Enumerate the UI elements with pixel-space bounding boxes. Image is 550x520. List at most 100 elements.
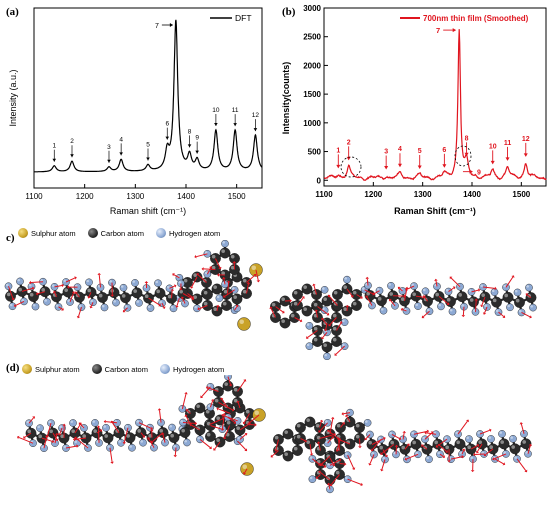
dft-spectrum-line <box>34 19 263 173</box>
vibration-arrow <box>422 445 428 450</box>
atom-highlight <box>233 387 238 392</box>
vibration-arrow <box>226 282 230 294</box>
atom-highlight <box>492 298 497 303</box>
vibration-arrowhead <box>482 312 487 315</box>
molecule-vibration-d <box>16 375 533 494</box>
vibration-arrowhead <box>305 335 309 339</box>
carbon-atom <box>301 305 313 317</box>
vibration-arrow <box>457 420 468 435</box>
atom-highlight <box>179 289 183 294</box>
y-tick-label: 1000 <box>303 119 321 128</box>
carbon-atom <box>498 438 510 450</box>
atom-highlight <box>325 420 328 423</box>
atom-highlight <box>327 462 330 466</box>
carbon-atom <box>456 291 468 303</box>
atom-highlight <box>382 456 385 460</box>
atom-highlight <box>140 440 144 443</box>
atom-highlight <box>514 456 517 459</box>
vibration-arrowhead <box>365 295 369 298</box>
atom-highlight <box>352 290 357 295</box>
vibration-arrow <box>243 413 250 423</box>
atom-highlight <box>60 434 64 439</box>
carbon-atom <box>520 438 532 450</box>
film-spectrum-line <box>324 29 547 182</box>
vibration-arrowhead <box>216 407 219 411</box>
vibration-arrowhead <box>524 469 528 473</box>
atom-highlight <box>214 398 219 403</box>
atom-highlight <box>422 288 426 292</box>
vibration-arrowhead <box>404 457 408 461</box>
atom-highlight <box>221 271 225 275</box>
hydrogen-atom <box>146 304 155 312</box>
peak-arrowhead <box>169 23 173 27</box>
hydrogen-atom <box>448 307 457 316</box>
vibration-arrowhead <box>323 464 327 468</box>
atom-highlight <box>336 423 341 428</box>
atom-highlight <box>284 430 288 434</box>
vibration-arrow <box>319 471 331 481</box>
atom-highlight <box>412 292 416 297</box>
vibration-arrowhead <box>319 419 324 423</box>
vibration-arrow <box>249 414 260 423</box>
atom-highlight <box>461 304 464 307</box>
vibration-arrowhead <box>173 284 177 288</box>
carbon-atom <box>331 325 342 336</box>
vibration-arrow <box>346 416 351 423</box>
vibration-arrow <box>187 410 191 414</box>
vibration-arrowhead <box>97 272 102 276</box>
x-tick-label: 1100 <box>25 192 43 201</box>
vibration-arrowhead <box>52 290 57 294</box>
vibration-arrow <box>59 427 63 434</box>
peak-arrowhead <box>346 156 351 161</box>
vibration-arrow <box>381 459 386 470</box>
chart-b-frame <box>323 7 547 187</box>
atom-highlight <box>343 307 347 311</box>
vibration-arrowhead <box>274 449 278 452</box>
atom-highlight <box>466 436 469 440</box>
hydrogen-atom <box>414 450 422 459</box>
vibration-arrow <box>413 430 428 435</box>
peak-label: 2 <box>70 138 74 145</box>
peak-label: 6 <box>442 147 446 154</box>
atom-highlight <box>322 287 325 290</box>
vibration-arrow <box>330 474 340 485</box>
carbon-atom <box>312 336 323 347</box>
vibration-arrowhead <box>525 293 529 297</box>
vibration-arrowhead <box>205 386 209 390</box>
vibration-arrow <box>152 432 164 443</box>
atom-highlight <box>389 292 393 296</box>
vibration-arrowhead <box>330 416 335 420</box>
vibration-arrow <box>75 292 80 298</box>
vibration-arrow <box>426 432 437 435</box>
hydrogen-atom-swatch <box>155 228 166 238</box>
peak-label: 1 <box>52 143 56 150</box>
atom-highlight <box>389 431 392 435</box>
vibration-arrowhead <box>61 283 64 288</box>
vibration-arrowhead <box>384 454 388 458</box>
vibration-arrow <box>174 447 177 456</box>
hydrogen-atom <box>69 419 77 427</box>
atom-highlight <box>355 423 360 428</box>
vibration-arrow <box>187 293 193 298</box>
vibration-arrow <box>190 424 201 431</box>
carbon-atom <box>51 291 62 303</box>
atom-highlight <box>221 249 225 253</box>
vibration-arrow <box>65 277 76 283</box>
vibration-arrow <box>209 400 214 408</box>
hydrogen-atom <box>161 438 169 447</box>
peak-label: 11 <box>232 107 239 114</box>
vibration-arrowhead <box>161 432 165 435</box>
atom-highlight <box>129 445 133 448</box>
hydrogen-atom <box>102 424 110 432</box>
peak-label: 10 <box>489 143 497 150</box>
vibration-arrow-layer <box>8 253 532 356</box>
vibration-arrow <box>41 437 53 442</box>
hydrogen-atom <box>62 444 70 452</box>
vibration-arrowhead <box>351 467 356 470</box>
vibration-arrow <box>78 306 82 317</box>
atom-highlight <box>525 451 528 454</box>
chart-a-ylabel: Intensity (a.u.) <box>8 69 18 126</box>
vibration-arrowhead <box>327 294 331 298</box>
atom-highlight <box>206 421 211 426</box>
carbon-atom <box>331 336 342 347</box>
